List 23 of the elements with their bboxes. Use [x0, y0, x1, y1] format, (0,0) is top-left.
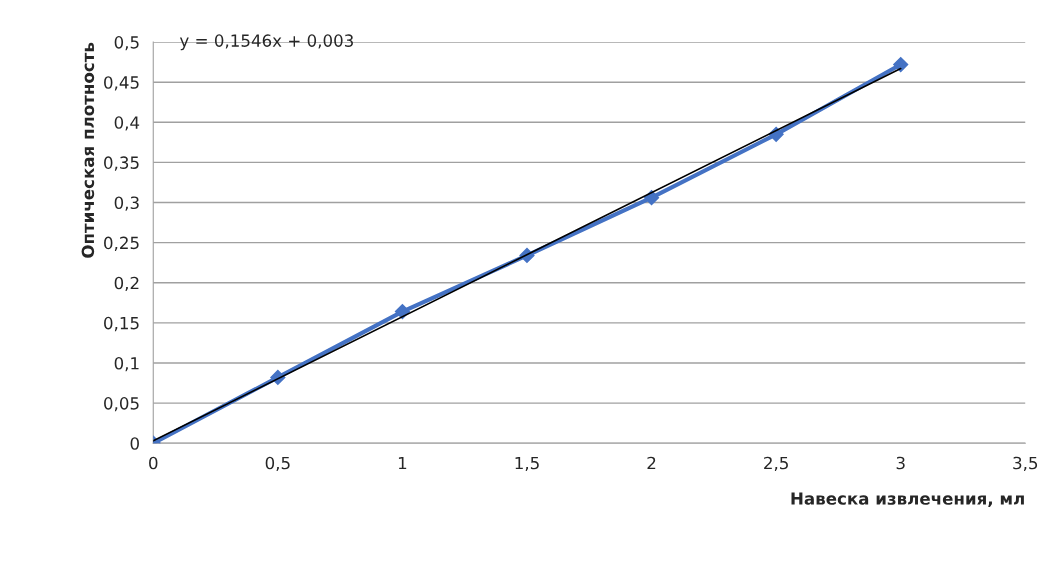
- y-tick-label: 0,15: [104, 316, 139, 332]
- y-tick-label: 0,25: [104, 236, 139, 251]
- y-tick-label: 0,5: [114, 36, 139, 51]
- y-tick-label: 0,05: [104, 397, 139, 412]
- y-axis-title: Оптическая плотность: [81, 42, 95, 258]
- y-tick-label: 0,35: [104, 156, 139, 171]
- y-tick-label: 0,4: [114, 116, 140, 131]
- x-tick-label: 0: [149, 456, 158, 470]
- y-tick-label: 0,45: [104, 76, 139, 91]
- x-axis-title: Навеска извлечения, мл: [791, 492, 1024, 507]
- x-tick-label: 3,5: [1013, 456, 1038, 471]
- x-tick-label: 2: [647, 456, 656, 470]
- point: [893, 56, 909, 73]
- y-tick-label: 0,1: [114, 356, 139, 372]
- y-tick-label: 0,2: [114, 276, 139, 292]
- x-tick-label: 1: [398, 456, 407, 470]
- annotation: y = 0,1546x + 0,003: [179, 34, 353, 51]
- x-tick-label: 2,5: [764, 456, 788, 471]
- x-tick-label: 3: [896, 456, 905, 470]
- y-tick-label: 0,3: [114, 196, 139, 211]
- y-tick-label: 0: [130, 437, 139, 450]
- x-tick-label: 0,5: [265, 456, 290, 471]
- x-tick-label: 1,5: [515, 456, 539, 471]
